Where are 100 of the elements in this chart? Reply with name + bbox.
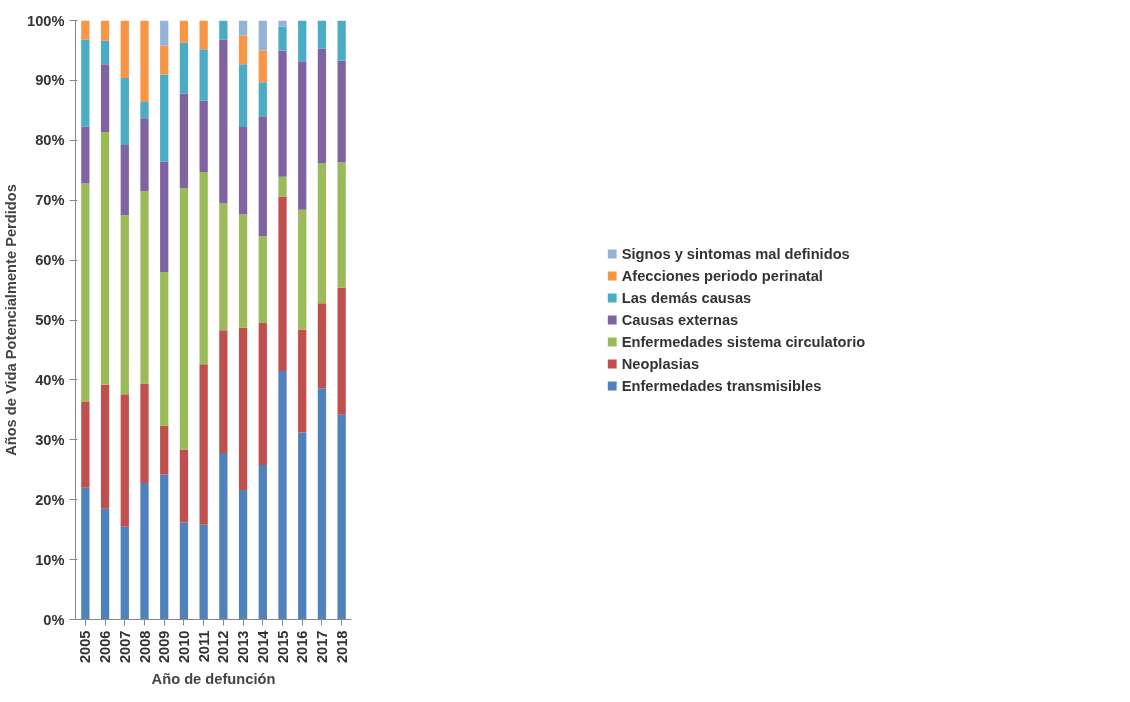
bar <box>120 145 129 216</box>
bar <box>81 20 90 40</box>
bar <box>337 162 346 288</box>
x-tick-label: 2007 <box>116 630 133 664</box>
bar <box>317 20 327 49</box>
bar <box>238 64 248 128</box>
bar <box>100 20 110 41</box>
bar <box>238 20 248 36</box>
bar <box>100 64 110 132</box>
bar <box>140 20 149 102</box>
bar <box>278 196 287 371</box>
bar <box>81 183 90 403</box>
bar <box>160 161 169 273</box>
bar <box>120 20 129 78</box>
bar <box>120 215 129 395</box>
bar <box>238 127 248 215</box>
x-axis-title: Año de defunción <box>151 671 276 688</box>
bar <box>238 35 248 65</box>
bar <box>179 42 189 94</box>
bar <box>160 45 169 75</box>
legend-label: Causas externas <box>621 311 739 328</box>
y-tick-label: 40% <box>35 371 65 388</box>
bar <box>337 60 346 163</box>
legend-label: Afecciones periodo perinatal <box>621 267 823 284</box>
bar <box>179 20 189 43</box>
y-tick-label: 30% <box>35 431 65 448</box>
y-tick-label: 80% <box>35 132 65 149</box>
y-tick-label: 20% <box>35 491 65 508</box>
bar <box>337 20 346 61</box>
y-tick-label: 0% <box>43 611 65 628</box>
y-tick-label: 100% <box>27 12 65 29</box>
bar <box>278 176 287 197</box>
bar <box>100 384 110 509</box>
bar <box>140 383 149 483</box>
bar <box>337 287 346 415</box>
x-tick-label: 2016 <box>294 630 311 664</box>
bar <box>160 20 169 46</box>
bar <box>258 322 267 465</box>
bar <box>140 191 149 384</box>
bar <box>258 464 267 620</box>
bar <box>199 172 208 365</box>
y-tick-label: 50% <box>35 312 65 328</box>
bar <box>100 508 110 620</box>
bar <box>160 474 169 620</box>
bar <box>219 203 228 331</box>
x-tick-label: 2005 <box>77 630 94 664</box>
bar <box>81 402 90 488</box>
bar <box>140 101 149 119</box>
x-tick-label: 2013 <box>235 630 252 664</box>
bar <box>120 78 129 146</box>
bar <box>317 388 327 620</box>
bar <box>199 49 208 101</box>
bar <box>160 425 169 475</box>
bar <box>278 50 287 177</box>
bar <box>337 414 346 620</box>
bar <box>298 20 307 62</box>
bar <box>238 327 248 491</box>
bar <box>238 490 248 620</box>
x-tick-label: 2015 <box>274 630 291 664</box>
bar <box>219 39 228 204</box>
bar <box>160 74 169 162</box>
x-tick-label: 2008 <box>136 630 153 664</box>
legend-label: Signos y sintomas mal definidos <box>621 245 850 262</box>
bar <box>298 209 307 330</box>
bar <box>120 526 129 620</box>
bar <box>140 482 149 620</box>
bar <box>140 118 149 192</box>
bar <box>120 394 129 527</box>
y-tick-label: 70% <box>35 192 65 209</box>
bar <box>278 26 287 51</box>
bar <box>258 236 267 323</box>
bar <box>179 93 189 189</box>
legend-label: Enfermedades transmisibles <box>621 377 822 394</box>
bar <box>100 40 110 65</box>
legend-label: Las demás causas <box>621 289 752 306</box>
x-tick-label: 2011 <box>195 630 212 663</box>
y-tick-label: 60% <box>35 252 65 269</box>
bar <box>199 524 208 620</box>
bar <box>199 20 208 50</box>
bar <box>258 20 267 51</box>
bar <box>317 163 327 304</box>
bar <box>258 116 267 237</box>
bar <box>199 100 208 173</box>
bar <box>317 303 327 389</box>
bar <box>219 452 228 620</box>
bar <box>298 329 307 433</box>
y-tick-label: 90% <box>35 72 65 89</box>
y-axis-title: Años de Vida Potencialmente Perdidos <box>3 184 20 456</box>
bar <box>238 214 248 328</box>
bar <box>100 131 110 385</box>
x-tick-label: 2009 <box>156 630 173 664</box>
bar <box>298 61 307 210</box>
x-tick-label: 2014 <box>254 629 271 664</box>
bar <box>179 188 189 450</box>
bar <box>219 20 228 40</box>
bar <box>219 330 228 453</box>
bar <box>81 39 90 127</box>
bar <box>81 126 90 184</box>
bar <box>317 48 327 164</box>
x-tick-label: 2018 <box>333 630 350 664</box>
